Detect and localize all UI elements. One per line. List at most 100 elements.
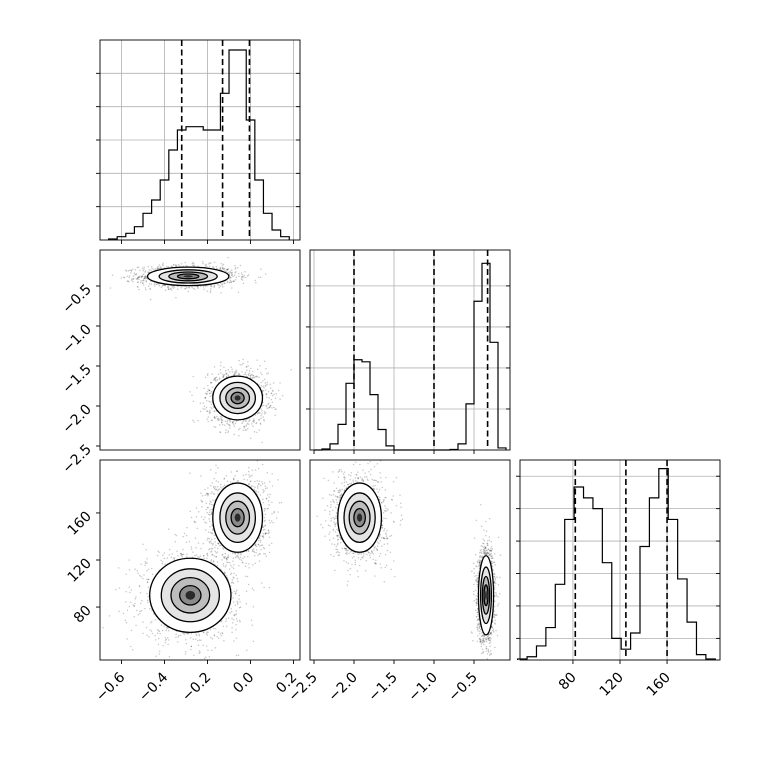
scatter-point xyxy=(204,494,206,497)
scatter-point xyxy=(243,274,245,277)
scatter-point xyxy=(261,582,263,584)
scatter-point xyxy=(268,397,270,399)
scatter-point xyxy=(144,561,147,563)
scatter-point xyxy=(220,634,223,637)
scatter-point xyxy=(206,631,208,633)
scatter-point xyxy=(170,287,172,290)
scatter-point xyxy=(222,563,225,565)
scatter-point xyxy=(263,420,265,422)
scatter-point xyxy=(157,265,160,268)
scatter-point xyxy=(274,414,276,416)
scatter-point xyxy=(229,271,231,274)
scatter-point xyxy=(167,285,169,288)
scatter-point xyxy=(143,277,145,280)
scatter-point xyxy=(146,562,148,564)
scatter-point xyxy=(139,269,141,271)
scatter-point xyxy=(253,430,256,433)
scatter-point xyxy=(220,486,222,488)
scatter-point xyxy=(213,366,216,368)
scatter-point xyxy=(216,415,218,418)
scatter-point xyxy=(126,609,129,611)
scatter-point xyxy=(134,597,137,600)
scatter-point xyxy=(164,641,167,644)
scatter-point xyxy=(220,292,222,294)
scatter-point xyxy=(168,548,171,551)
scatter-point xyxy=(173,263,175,266)
scatter-point xyxy=(137,266,140,269)
scatter-point xyxy=(172,557,175,559)
scatter-point xyxy=(130,272,132,274)
scatter-point xyxy=(143,266,145,269)
scatter-point xyxy=(182,632,184,635)
scatter-point xyxy=(154,639,157,641)
scatter-point xyxy=(186,555,188,558)
scatter-point xyxy=(219,268,221,271)
scatter-point xyxy=(130,645,132,648)
scatter-point xyxy=(227,617,230,619)
scatter-point xyxy=(165,638,168,641)
scatter-point xyxy=(149,298,152,301)
scatter-point xyxy=(264,382,267,384)
scatter-point xyxy=(238,564,240,567)
scatter-point xyxy=(197,419,199,422)
scatter-point xyxy=(209,291,212,293)
scatter-point xyxy=(255,422,257,425)
scatter-point xyxy=(260,268,262,270)
scatter-point xyxy=(206,553,208,555)
scatter-point xyxy=(203,387,205,390)
scatter-point xyxy=(148,636,150,638)
scatter-point xyxy=(216,379,219,381)
scatter-point xyxy=(160,559,162,562)
scatter-point xyxy=(228,423,231,426)
scatter-point xyxy=(253,419,255,422)
hist-p1-panel xyxy=(96,39,301,244)
scatter-point xyxy=(248,420,250,422)
scatter-point xyxy=(221,416,223,418)
panel-frame xyxy=(309,249,511,451)
scatter-point xyxy=(260,414,262,417)
scatter-point xyxy=(231,274,233,276)
scatter-point xyxy=(167,288,170,290)
scatter-point xyxy=(263,378,266,380)
scatter-point xyxy=(208,400,210,403)
scatter-point xyxy=(246,422,249,425)
scatter-point xyxy=(158,653,160,655)
scatter-point xyxy=(222,268,224,270)
scatter-point xyxy=(197,542,200,544)
scatter-point xyxy=(184,653,187,655)
scatter-point xyxy=(206,400,208,402)
scatter-point xyxy=(212,560,215,563)
scatter-point xyxy=(235,420,238,422)
scatter-point xyxy=(229,421,232,423)
scatter-point xyxy=(230,281,233,284)
scatter-point xyxy=(132,277,135,280)
scatter-point xyxy=(216,547,219,550)
scatter-point xyxy=(167,266,170,268)
scatter-point xyxy=(266,381,269,384)
scatter-point xyxy=(178,265,181,267)
scatter-point xyxy=(210,262,212,264)
scatter-point xyxy=(265,368,267,370)
scatter-point xyxy=(150,283,153,285)
scatter-point xyxy=(147,568,150,571)
scatter-point xyxy=(177,641,179,643)
scatter-point xyxy=(242,358,244,361)
scatter-point xyxy=(277,389,280,392)
scatter-point xyxy=(240,559,243,561)
scatter-point xyxy=(132,604,134,606)
scatter-point xyxy=(227,256,229,259)
scatter-point xyxy=(160,265,162,268)
scatter-point xyxy=(205,406,208,409)
scatter-point xyxy=(221,423,224,426)
scatter-point xyxy=(157,267,159,270)
scatter-point xyxy=(231,368,233,371)
scatter-point xyxy=(131,278,133,280)
scatter-point xyxy=(142,282,144,285)
scatter-point xyxy=(218,424,221,426)
scatter-point xyxy=(192,551,194,553)
scatter-point xyxy=(226,269,228,271)
scatter-point xyxy=(189,510,192,512)
scatter-point xyxy=(160,267,163,269)
scatter-point xyxy=(214,410,216,412)
scatter-point xyxy=(128,559,130,561)
